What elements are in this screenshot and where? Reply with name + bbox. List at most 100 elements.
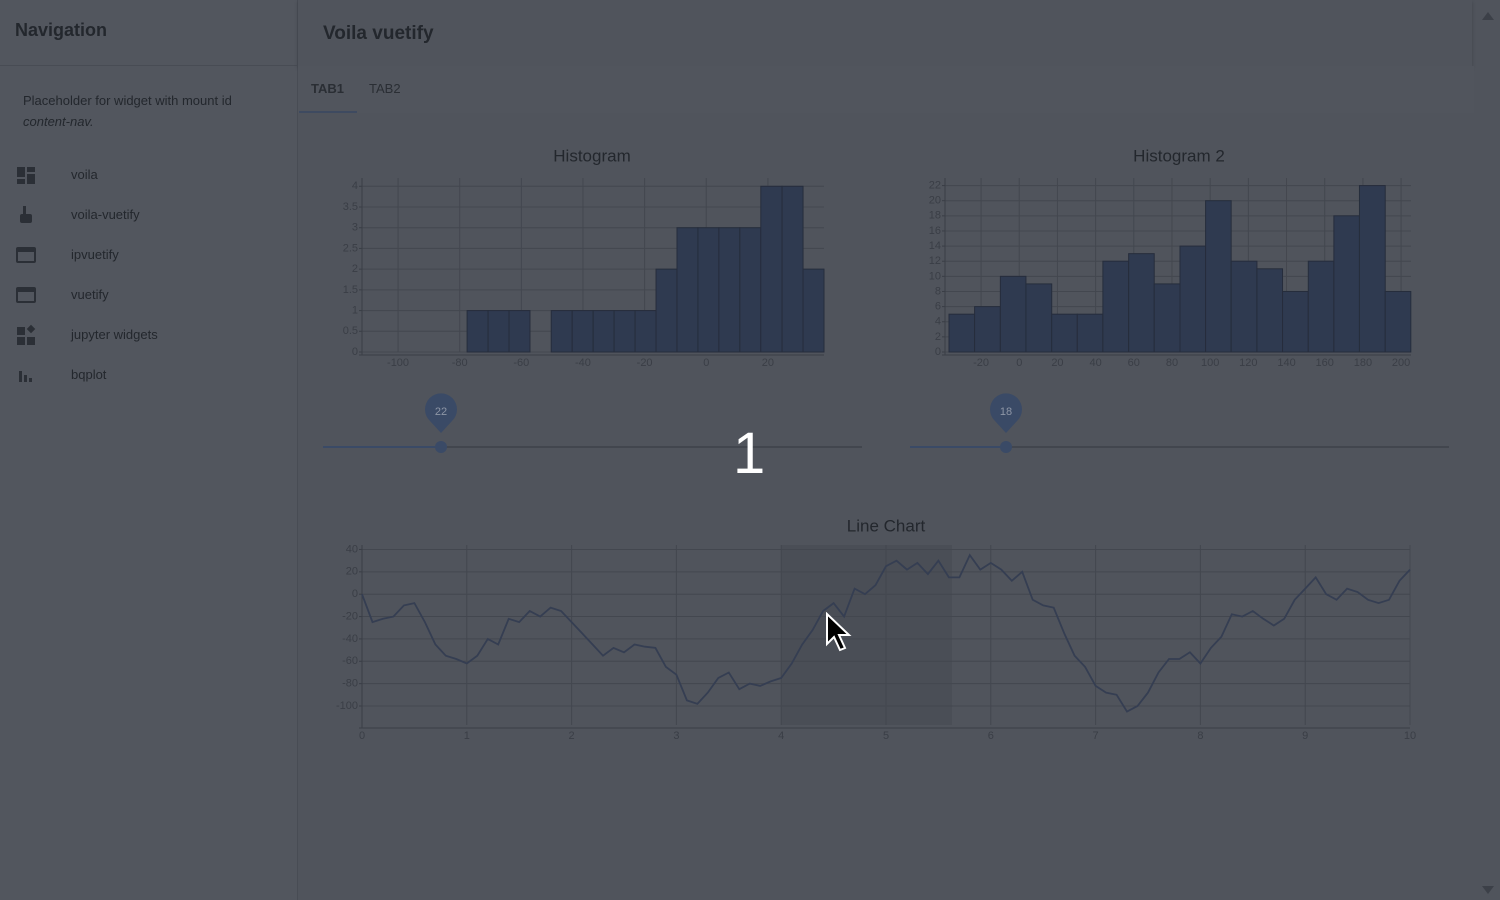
bar	[487, 310, 510, 353]
x-tick-label: 3	[673, 730, 679, 742]
y-tick-label: -60	[342, 655, 358, 667]
bar	[1025, 283, 1053, 353]
bar	[974, 306, 1001, 353]
cursor	[826, 612, 852, 652]
slider-value: 18	[1000, 406, 1012, 418]
placeholder-id: content-nav.	[23, 114, 94, 129]
x-tick-label: 180	[1354, 357, 1372, 369]
y-tick-label: 16	[929, 225, 941, 237]
y-tick-label: 2	[352, 263, 358, 275]
x-tick-label: 4	[778, 730, 784, 742]
bar	[1076, 313, 1104, 353]
scroll-up[interactable]	[1482, 12, 1494, 20]
x-tick-label: -80	[452, 357, 468, 369]
x-tick-label: 0	[359, 730, 365, 742]
bar	[1128, 253, 1155, 353]
x-tick-label: 140	[1277, 357, 1295, 369]
nav-item[interactable]: jupyter widgets	[71, 327, 158, 342]
bar	[1153, 283, 1181, 353]
slider-value: 22	[435, 406, 447, 418]
y-tick-label: 6	[935, 301, 941, 313]
bar	[655, 268, 678, 353]
y-tick-label: -40	[342, 633, 358, 645]
x-tick-label: -100	[387, 357, 409, 369]
bar	[1282, 290, 1309, 353]
x-tick-label: 120	[1239, 357, 1257, 369]
y-tick-label: 20	[929, 195, 941, 207]
x-tick-label: 1	[464, 730, 470, 742]
x-tick-label: 160	[1316, 357, 1334, 369]
bar	[676, 227, 699, 353]
y-tick-label: 8	[935, 285, 941, 297]
bar	[1384, 290, 1412, 353]
bar	[508, 310, 531, 353]
y-tick-label: 40	[346, 543, 358, 555]
bar	[1230, 260, 1258, 353]
divider	[0, 65, 297, 66]
bar	[697, 227, 720, 353]
nav-icons	[16, 167, 36, 382]
y-tick-label: -100	[336, 700, 358, 712]
chart-title: Histogram 2	[1133, 146, 1225, 165]
x-tick-label: 9	[1302, 730, 1308, 742]
bar	[781, 185, 804, 353]
x-tick-label: 100	[1201, 357, 1219, 369]
bar	[718, 227, 741, 353]
y-tick-label: 0	[935, 346, 941, 358]
x-tick-label: 8	[1197, 730, 1203, 742]
bar	[1205, 200, 1232, 353]
y-tick-label: 0.5	[343, 325, 358, 337]
x-tick-label: 20	[1051, 357, 1063, 369]
bar	[1256, 268, 1284, 353]
x-tick-label: -60	[513, 357, 529, 369]
bar	[466, 310, 489, 353]
bar	[739, 227, 762, 353]
nav-item[interactable]: voila	[71, 167, 98, 182]
y-tick-label: 12	[929, 255, 941, 267]
nav-item[interactable]: bqplot	[71, 367, 107, 382]
line	[361, 553, 1411, 713]
tab-indicator	[299, 111, 357, 113]
nav-item[interactable]: voila-vuetify	[71, 207, 140, 222]
bar	[760, 185, 783, 353]
bar	[1333, 215, 1360, 353]
y-tick-label: 14	[929, 240, 941, 252]
placeholder-text: Placeholder for widget with mount id	[23, 93, 232, 108]
x-tick-label: -40	[575, 357, 591, 369]
placeholder: Placeholder for widget with mount id cont…	[23, 90, 273, 132]
x-tick-label: 0	[703, 357, 709, 369]
y-tick-label: -20	[342, 610, 358, 622]
y-tick-label: 20	[346, 566, 358, 578]
sidebar-title: Navigation	[15, 20, 108, 40]
scroll-down[interactable]	[1482, 886, 1494, 894]
x-tick-label: 40	[1089, 357, 1101, 369]
nav-item[interactable]: vuetify	[71, 287, 109, 302]
x-tick-label: 6	[988, 730, 994, 742]
y-tick-label: 3.5	[343, 201, 358, 213]
tab[interactable]: TAB1	[311, 81, 344, 96]
y-tick-label: 4	[935, 316, 941, 328]
y-tick-label: 2	[935, 331, 941, 343]
y-tick-label: 0	[352, 588, 358, 600]
chart-title: Line Chart	[847, 516, 926, 535]
y-tick-label: 10	[929, 270, 941, 282]
x-tick-label: 200	[1392, 357, 1410, 369]
chart-title: Histogram	[553, 146, 630, 165]
bar	[1358, 185, 1386, 353]
bar	[571, 310, 594, 353]
y-tick-label: 1.5	[343, 284, 358, 296]
nav-item[interactable]: ipvuetify	[71, 247, 119, 262]
slider-bubble	[425, 393, 457, 433]
y-tick-label: 18	[929, 210, 941, 222]
bar	[1102, 260, 1130, 353]
bar	[592, 310, 615, 353]
x-tick-label: 5	[883, 730, 889, 742]
slider-handle	[435, 441, 447, 453]
tab[interactable]: TAB2	[369, 81, 401, 96]
overlay-number: 1	[733, 421, 766, 486]
slider-bubble	[990, 393, 1022, 433]
bar	[550, 310, 573, 353]
x-tick-label: 60	[1128, 357, 1140, 369]
